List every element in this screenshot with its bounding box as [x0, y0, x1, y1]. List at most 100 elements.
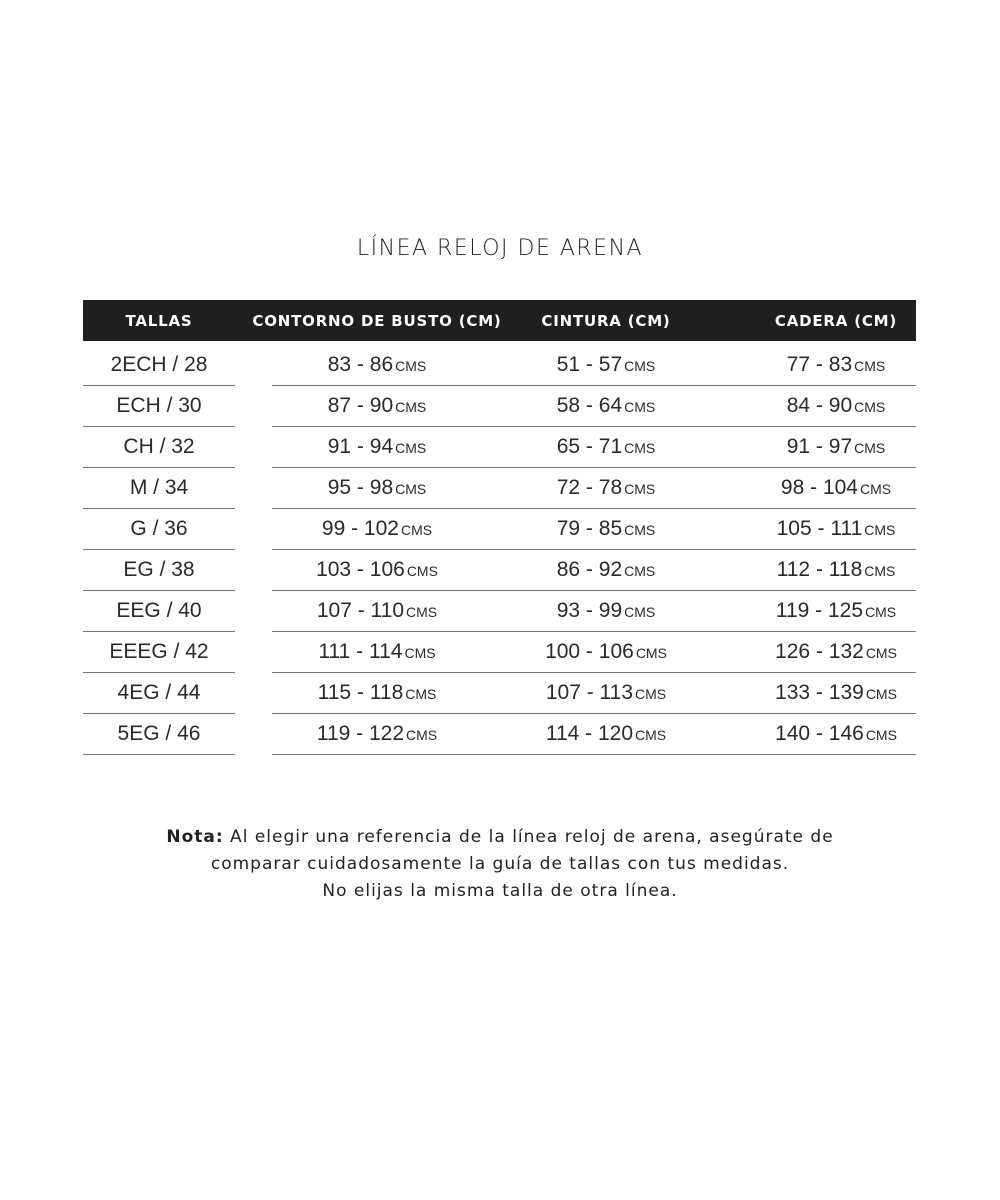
cell-value: 51 - 57 [556, 353, 623, 376]
row-divider [272, 713, 916, 714]
cell-talla: EEEG / 42 [109, 640, 208, 664]
cell-cadera: 126 - 132 CMS [775, 640, 897, 664]
cell-value: 2ECH / 28 [110, 353, 208, 376]
cell-cintura: 72 - 78 CMS [557, 476, 656, 500]
table-row: 4EG / 44 115 - 118 CMS 107 - 113 CMS 133 - 13… [83, 673, 916, 714]
cell-value: 77 - 83 [786, 353, 853, 376]
cell-talla: M / 34 [130, 476, 188, 500]
cell-value: 91 - 94 [327, 435, 394, 458]
cell-cintura: 51 - 57 CMS [557, 353, 656, 377]
unit-label: CMS [859, 481, 892, 497]
cell-cintura: 79 - 85 CMS [557, 517, 656, 541]
note: Nota: Al elegir una referencia de la lín… [0, 824, 1000, 905]
row-divider [272, 590, 916, 591]
cell-talla: 4EG / 44 [118, 681, 201, 705]
cell-busto: 111 - 114 CMS [318, 640, 435, 664]
unit-label: CMS [624, 604, 656, 620]
cell-cadera: 91 - 97 CMS [787, 435, 886, 459]
cell-value: 99 - 102 [321, 517, 399, 540]
cell-value: CH / 32 [123, 435, 195, 458]
note-line-2: comparar cuidadosamente la guía de talla… [210, 854, 790, 874]
cell-talla: ECH / 30 [116, 394, 201, 418]
cell-value: EEG / 40 [116, 599, 202, 622]
cell-value: 83 - 86 [327, 353, 394, 376]
cell-value: 95 - 98 [327, 476, 394, 499]
unit-label: CMS [854, 358, 886, 374]
cell-value: 111 - 114 [318, 640, 403, 663]
cell-value: 65 - 71 [556, 435, 623, 458]
cell-busto: 95 - 98 CMS [328, 476, 427, 500]
cell-value: 91 - 97 [786, 435, 853, 458]
unit-label: CMS [404, 645, 436, 661]
cell-talla: 5EG / 46 [118, 722, 201, 746]
row-divider [83, 713, 235, 714]
cell-busto: 99 - 102 CMS [322, 517, 432, 541]
unit-label: CMS [395, 440, 427, 456]
table-row: M / 34 95 - 98 CMS 72 - 78 CMS 98 - 104 CMS [83, 468, 916, 509]
table-row: EEEG / 42 111 - 114 CMS 100 - 106 CMS 126 - 1… [83, 632, 916, 673]
unit-label: CMS [624, 399, 656, 415]
row-divider [272, 508, 916, 509]
unit-label: CMS [864, 522, 896, 538]
cell-value: 4EG / 44 [117, 681, 201, 704]
header-cintura: CINTURA (CM) [541, 312, 671, 330]
unit-label: CMS [624, 563, 656, 579]
table-row: EG / 38 103 - 106 CMS 86 - 92 CMS 112 - 118 CM… [83, 550, 916, 591]
cell-value: 93 - 99 [556, 599, 623, 622]
unit-label: CMS [635, 727, 667, 743]
header-busto: CONTORNO DE BUSTO (CM) [252, 312, 502, 330]
cell-talla: EEG / 40 [116, 599, 201, 623]
table-row: EEG / 40 107 - 110 CMS 93 - 99 CMS 119 - 125 C… [83, 591, 916, 632]
row-divider [272, 754, 916, 755]
unit-label: CMS [854, 440, 886, 456]
cell-cintura: 86 - 92 CMS [557, 558, 656, 582]
unit-label: CMS [624, 358, 656, 374]
cell-value: 119 - 122 [316, 722, 405, 745]
cell-value: EEEG / 42 [109, 640, 209, 663]
unit-label: CMS [865, 727, 897, 743]
cell-busto: 83 - 86 CMS [328, 353, 427, 377]
unit-label: CMS [865, 686, 897, 702]
unit-label: CMS [405, 686, 437, 702]
table-header: TALLAS CONTORNO DE BUSTO (CM) CINTURA (C… [83, 300, 916, 341]
note-line-3: No elijas la misma talla de otra línea. [322, 881, 678, 901]
unit-label: CMS [865, 604, 897, 620]
row-divider [83, 590, 235, 591]
cell-value: M / 34 [129, 476, 189, 499]
cell-value: 58 - 64 [556, 394, 623, 417]
unit-label: CMS [406, 727, 438, 743]
cell-busto: 91 - 94 CMS [328, 435, 427, 459]
cell-value: 100 - 106 [545, 640, 634, 663]
cell-busto: 87 - 90 CMS [328, 394, 427, 418]
page-title: LÍNEA RELOJ DE ARENA [356, 236, 644, 261]
unit-label: CMS [624, 440, 656, 456]
note-line-1: Al elegir una referencia de la línea rel… [223, 827, 834, 847]
cell-value: 5EG / 46 [117, 722, 201, 745]
cell-cadera: 140 - 146 CMS [775, 722, 897, 746]
cell-busto: 107 - 110 CMS [317, 599, 437, 623]
unit-label: CMS [864, 563, 896, 579]
row-divider [272, 672, 916, 673]
cell-value: 72 - 78 [556, 476, 623, 499]
cell-value: 114 - 120 [545, 722, 634, 745]
cell-cintura: 114 - 120 CMS [546, 722, 666, 746]
unit-label: CMS [395, 399, 427, 415]
cell-cintura: 58 - 64 CMS [557, 394, 656, 418]
cell-cintura: 93 - 99 CMS [557, 599, 656, 623]
cell-value: G / 36 [130, 517, 188, 540]
cell-talla: 2ECH / 28 [111, 353, 208, 377]
row-divider [83, 631, 235, 632]
cell-talla: G / 36 [130, 517, 187, 541]
unit-label: CMS [395, 481, 427, 497]
unit-label: CMS [395, 358, 427, 374]
cell-cintura: 107 - 113 CMS [546, 681, 666, 705]
cell-cadera: 77 - 83 CMS [787, 353, 886, 377]
unit-label: CMS [406, 563, 438, 579]
cell-value: 107 - 113 [545, 681, 634, 704]
cell-cadera: 84 - 90 CMS [787, 394, 886, 418]
table-row: ECH / 30 87 - 90 CMS 58 - 64 CMS 84 - 90 CMS [83, 386, 916, 427]
table-row: G / 36 99 - 102 CMS 79 - 85 CMS 105 - 111 CMS [83, 509, 916, 550]
cell-busto: 119 - 122 CMS [317, 722, 437, 746]
row-divider [272, 385, 916, 386]
cell-talla: CH / 32 [123, 435, 194, 459]
